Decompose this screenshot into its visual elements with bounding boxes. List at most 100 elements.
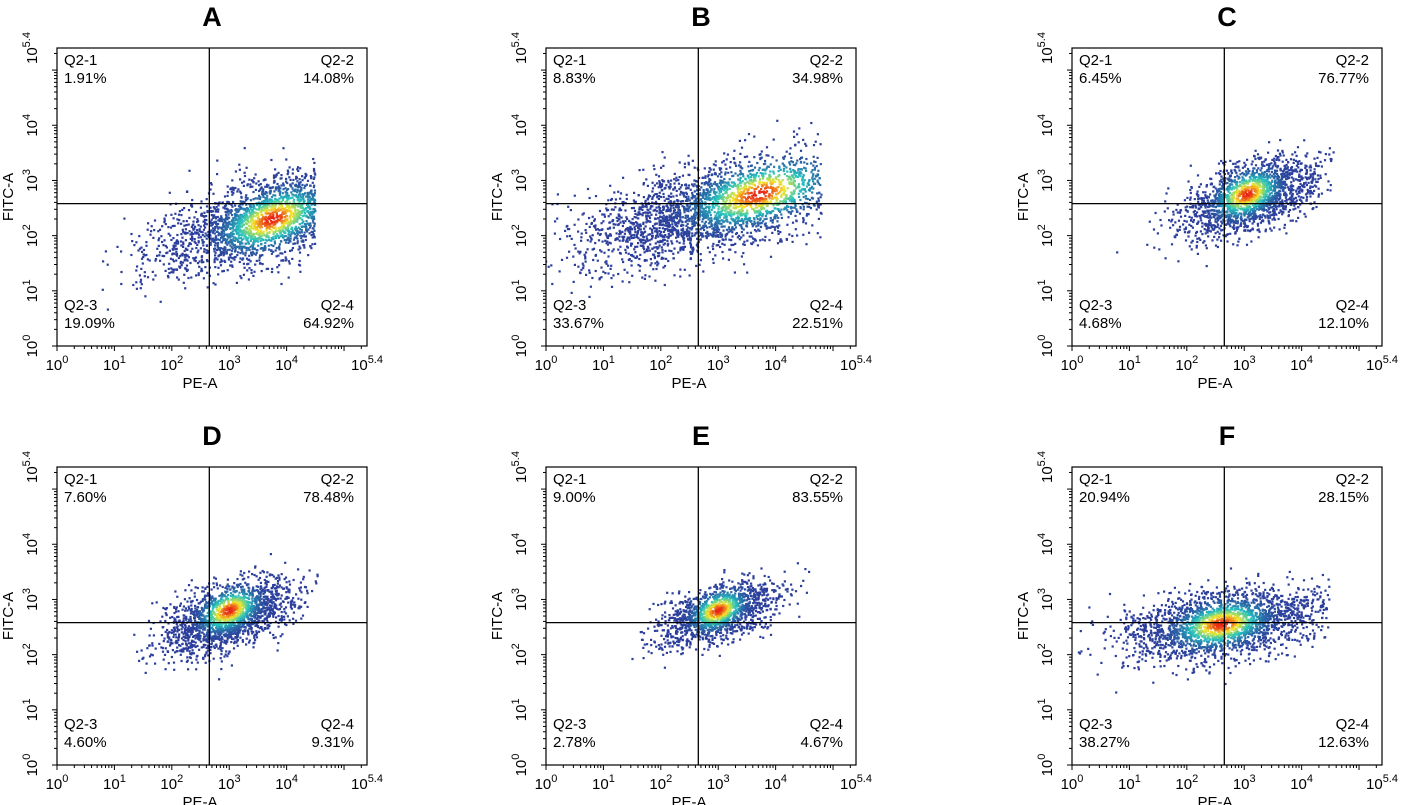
event-dot [735, 232, 738, 235]
event-dot [630, 244, 633, 247]
event-dot [737, 219, 741, 222]
event-dot [253, 223, 256, 226]
event-dot [227, 223, 230, 226]
event-dot [780, 213, 783, 216]
x-axis-title: PE-A [671, 375, 706, 392]
event-dot [792, 130, 796, 133]
event-dot [701, 232, 704, 235]
event-dot [265, 210, 268, 213]
event-dot [808, 183, 811, 186]
event-dot [214, 254, 217, 257]
event-dot [303, 231, 306, 234]
event-dot [297, 226, 300, 229]
event-dot [291, 168, 294, 171]
event-dot [729, 184, 732, 187]
event-dot [249, 260, 252, 263]
event-dot [603, 213, 606, 216]
event-dot [217, 273, 220, 276]
event-dot [658, 185, 661, 188]
event-dot [683, 209, 686, 212]
event-dot [757, 185, 760, 189]
event-dot [624, 209, 627, 212]
event-dot [686, 216, 689, 219]
event-dot [278, 231, 281, 234]
event-dot [311, 181, 314, 184]
event-dot [713, 196, 716, 199]
event-dot [737, 205, 740, 208]
event-dot [259, 188, 262, 191]
event-dot [646, 239, 649, 242]
event-dot [214, 235, 217, 238]
event-dot [689, 209, 693, 212]
event-dot [243, 201, 246, 204]
event-dot [216, 243, 219, 246]
event-dot [104, 250, 107, 253]
event-dot [198, 260, 201, 263]
event-dot [730, 181, 733, 184]
event-dot [767, 226, 770, 229]
event-dot [755, 230, 758, 233]
event-dot [660, 166, 663, 169]
event-dot [775, 196, 778, 199]
event-dot [704, 214, 707, 218]
event-dot [242, 223, 245, 226]
event-dot [206, 210, 209, 214]
event-dot [181, 208, 184, 211]
event-dot [670, 192, 673, 195]
event-dot [263, 206, 266, 209]
event-dot [775, 178, 778, 181]
event-dot [707, 191, 710, 194]
event-dot [274, 168, 277, 171]
event-dot [657, 186, 660, 189]
event-dot [676, 214, 679, 217]
event-dot [790, 181, 793, 184]
event-dot [604, 239, 607, 242]
event-dot [689, 227, 692, 230]
event-dot [609, 184, 612, 187]
event-dot [769, 179, 772, 182]
event-dot [756, 218, 759, 221]
event-dot [715, 196, 718, 199]
event-dot [725, 158, 728, 161]
event-dot [237, 240, 240, 243]
event-dot [811, 176, 814, 179]
event-dot [241, 250, 244, 253]
event-dot [293, 212, 296, 216]
event-dot [250, 251, 253, 254]
event-dot [708, 226, 711, 229]
event-dot [694, 214, 697, 217]
event-dot [236, 221, 239, 225]
event-dot [654, 250, 657, 253]
event-dot [665, 210, 668, 213]
event-dot [173, 252, 176, 255]
event-dot [612, 226, 615, 229]
event-dot [688, 232, 691, 235]
event-dot [644, 225, 647, 228]
event-dot [638, 206, 641, 209]
event-dot [217, 238, 220, 241]
event-dot [626, 226, 629, 230]
event-dot [577, 265, 580, 268]
event-dot [681, 174, 685, 177]
event-dot [264, 212, 267, 215]
event-dot [202, 244, 205, 247]
event-dot [626, 217, 629, 221]
event-dot [650, 228, 653, 231]
event-dot [140, 257, 144, 260]
event-dot [736, 236, 739, 239]
event-dot [245, 231, 248, 234]
event-dot [614, 206, 617, 209]
event-dot [763, 183, 766, 186]
event-dot [770, 225, 773, 228]
event-dot [639, 244, 642, 247]
event-dot [186, 248, 189, 251]
event-dot [687, 230, 690, 233]
event-dot [272, 194, 275, 197]
event-dot [271, 206, 274, 209]
event-dot [740, 187, 744, 190]
event-dot [749, 175, 752, 178]
event-dot [740, 218, 744, 221]
event-dot [789, 194, 792, 197]
event-dot [774, 180, 777, 183]
event-dot [266, 206, 269, 209]
